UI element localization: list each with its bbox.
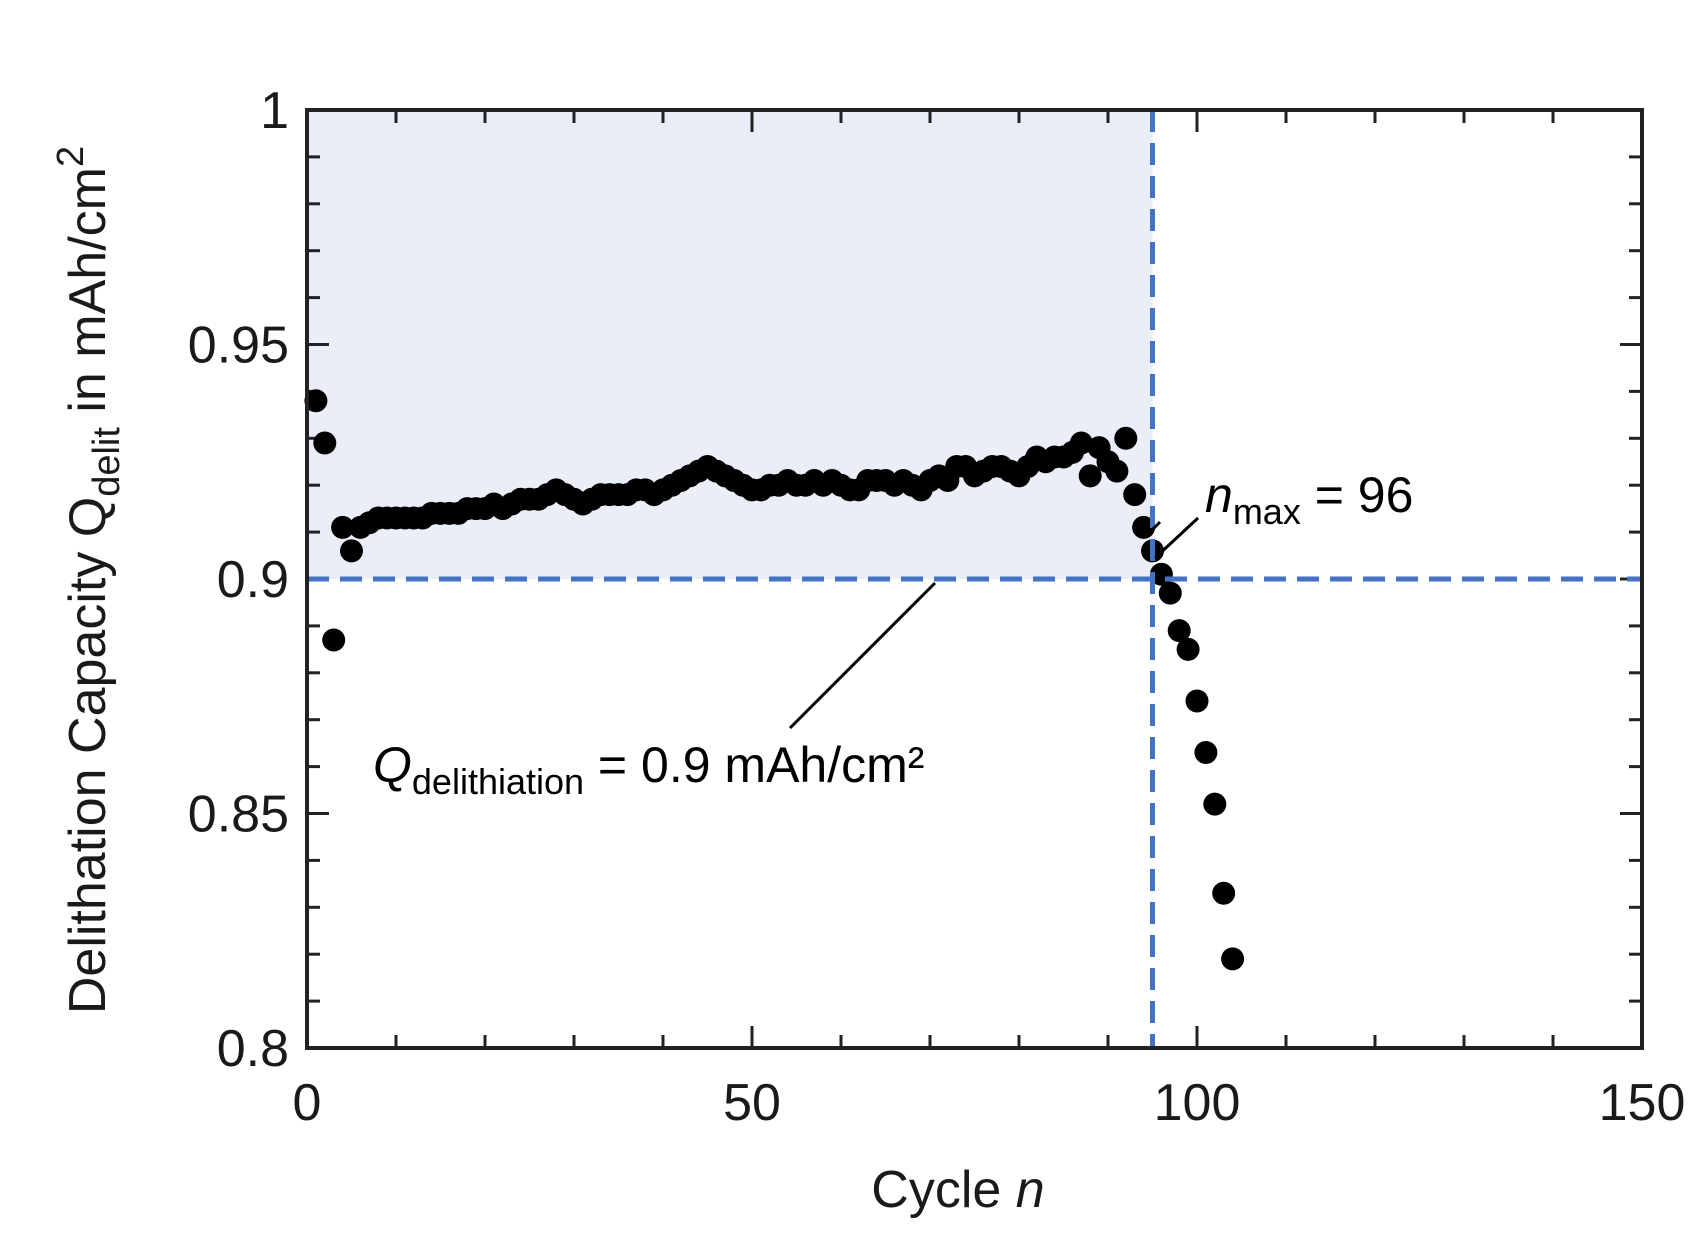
annotation-nmax-symbol: n xyxy=(1205,467,1233,523)
data-point xyxy=(1185,689,1209,713)
y-axis-title-prefix: Delithation Capacity xyxy=(59,537,117,1014)
annotation-nmax: nmax = 96 xyxy=(1205,467,1413,532)
data-point xyxy=(313,431,337,455)
data-point xyxy=(1194,741,1218,765)
x-tick-label: 100 xyxy=(1154,1074,1241,1132)
x-tick-label: 150 xyxy=(1599,1074,1686,1132)
annotation-qdelith-rest: = 0.9 mAh/cm² xyxy=(584,737,924,793)
y-tick-label: 1 xyxy=(260,82,289,140)
y-axis-title: Delithation Capacity Qdelit in mAh/cm2 xyxy=(50,146,128,1014)
data-point xyxy=(340,539,363,563)
x-tick-labels: 0 50 100 150 xyxy=(293,1074,1686,1132)
data-point xyxy=(1078,464,1102,488)
data-point xyxy=(1176,637,1200,661)
annotation-leader-nmax xyxy=(1148,520,1162,534)
x-tick-label: 50 xyxy=(723,1074,781,1132)
annotation-qdelith-symbol: Q xyxy=(373,737,412,793)
x-axis-title-text: Cycle xyxy=(871,1161,1015,1219)
x-axis-title: Cycle n xyxy=(871,1161,1044,1219)
annotation-qdelith: Qdelithiation = 0.9 mAh/cm² xyxy=(373,737,924,802)
y-tick-label: 0.95 xyxy=(188,317,289,375)
y-axis-title-symbol: Q xyxy=(59,497,117,537)
plot-frame xyxy=(305,108,1644,1050)
y-tick-label: 0.85 xyxy=(188,786,289,844)
y-axis-title-suffix: in mAh/cm xyxy=(59,167,117,427)
data-point xyxy=(1114,426,1138,450)
data-point xyxy=(1158,581,1182,605)
y-axis-title-superscript: 2 xyxy=(50,146,92,167)
data-point xyxy=(304,389,328,413)
x-tick-label: 0 xyxy=(293,1074,322,1132)
y-tick-labels: 0.8 0.85 0.9 0.95 1 xyxy=(188,82,289,1078)
data-point xyxy=(1105,459,1129,483)
data-point xyxy=(331,515,355,539)
x-axis-title-italic: n xyxy=(1016,1161,1045,1219)
data-point xyxy=(1221,947,1245,971)
annotation-leader-nmax-2 xyxy=(1153,516,1200,560)
shaded-region xyxy=(307,110,1153,579)
y-tick-label: 0.8 xyxy=(217,1020,289,1078)
data-point xyxy=(1167,619,1191,643)
data-point xyxy=(1069,431,1093,455)
y-tick-label: 0.9 xyxy=(217,551,289,609)
annotation-leader-qdelith xyxy=(788,581,937,730)
data-point xyxy=(1132,515,1156,539)
data-point xyxy=(1203,792,1227,816)
y-axis-title-subscript: delit xyxy=(86,427,128,497)
data-points xyxy=(304,389,1245,971)
data-point xyxy=(1212,881,1236,905)
annotation-qdelith-subscript: delithiation xyxy=(412,761,584,802)
data-point xyxy=(322,628,346,652)
annotation-nmax-rest: = 96 xyxy=(1301,467,1414,523)
annotation-nmax-subscript: max xyxy=(1233,491,1301,532)
data-point xyxy=(1123,483,1147,507)
